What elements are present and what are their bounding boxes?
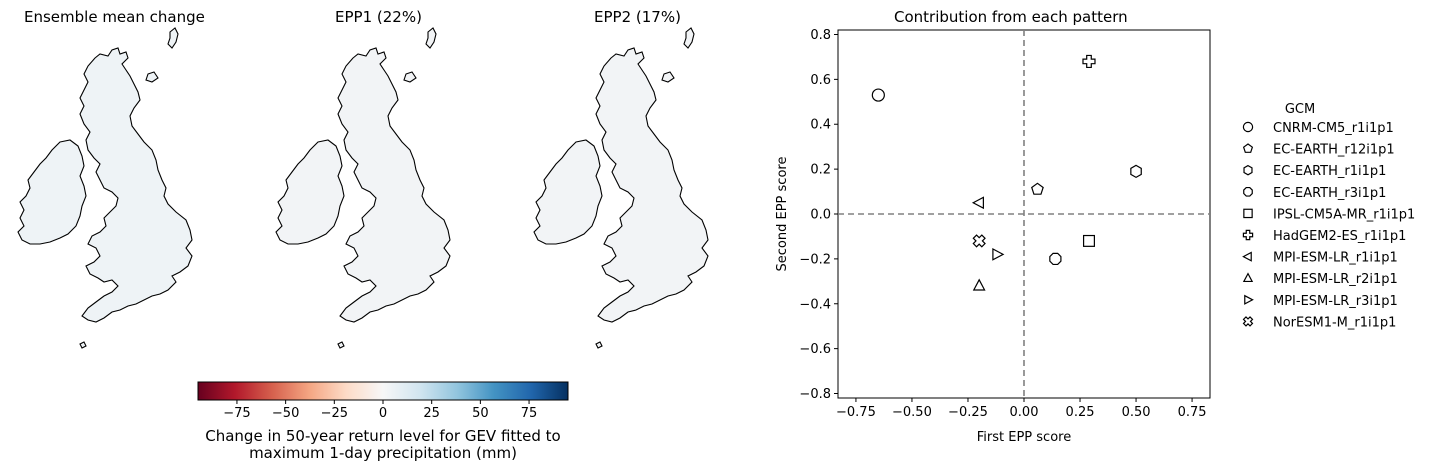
legend-marker-ec-earth-r1i1p1 <box>1243 164 1253 176</box>
y-tick-label: 0.2 <box>810 163 831 178</box>
legend-marker-mpi-esm-lr-r1i1p1 <box>1242 251 1252 262</box>
y-tick-label: −0.6 <box>799 342 831 357</box>
map-title-epp1: EPP1 (22%) <box>335 8 422 26</box>
x-tick-label: −0.75 <box>836 405 876 420</box>
x-tick-label: 0.50 <box>1122 405 1151 420</box>
y-tick-label: 0.6 <box>810 73 831 88</box>
legend-label-noresm1-m-r1i1p1: NorESM1-M_r1i1p1 <box>1273 315 1396 330</box>
x-tick-label: 0.25 <box>1066 405 1095 420</box>
legend-marker-mpi-esm-lr-r3i1p1 <box>1244 294 1254 305</box>
legend-marker-ec-earth-r12i1p1 <box>1242 143 1254 153</box>
legend-label-mpi-esm-lr-r3i1p1: MPI-ESM-LR_r3i1p1 <box>1273 294 1398 309</box>
x-axis-ticks: −0.75 −0.50 −0.25 0.00 0.25 0.50 0.75 <box>836 398 1207 420</box>
legend-label-cnrm-cm5-r1i1p1: CNRM-CM5_r1i1p1 <box>1273 121 1394 136</box>
x-axis-label: First EPP score <box>977 430 1071 445</box>
colorbar-tick-label: 75 <box>521 406 538 421</box>
legend-label-ec-earth-r3i1p1: EC-EARTH_r3i1p1 <box>1273 186 1386 201</box>
map-title-ensemble-mean: Ensemble mean change <box>24 8 205 26</box>
point-noresm1-m-r1i1p1 <box>972 234 986 248</box>
legend-marker-ec-earth-r3i1p1 <box>1243 186 1253 197</box>
legend-label-hadgem2-es-r1i1p1: HadGEM2-ES_r1i1p1 <box>1273 229 1406 244</box>
colorbar-tick-label: −75 <box>223 406 250 421</box>
colorbar-tick-label: 0 <box>379 406 387 421</box>
x-tick-label: −0.25 <box>948 405 988 420</box>
colorbar-tick-label: 50 <box>472 406 489 421</box>
y-axis-label: Second EPP score <box>775 157 790 272</box>
y-tick-label: −0.8 <box>799 387 831 402</box>
map-title-epp2: EPP2 (17%) <box>594 8 681 26</box>
y-tick-label: −0.4 <box>799 297 831 312</box>
y-tick-label: 0.8 <box>810 28 831 43</box>
legend-label-ec-earth-r12i1p1: EC-EARTH_r12i1p1 <box>1273 143 1395 158</box>
scatter-title: Contribution from each pattern <box>894 8 1128 26</box>
uk-maps <box>17 27 709 349</box>
y-axis-ticks: 0.8 0.6 0.4 0.2 0.0 −0.2 −0.4 −0.6 −0.8 <box>799 28 838 402</box>
colorbar-label-line1: Change in 50-year return level for GEV f… <box>205 427 561 445</box>
point-ec-earth-r1i1p1 <box>1130 164 1142 179</box>
y-tick-label: 0.0 <box>810 208 831 223</box>
colorbar: −75 −50 −25 0 25 50 75 <box>197 381 569 421</box>
legend-label-ipsl-cm5a-mr-r1i1p1: IPSL-CM5A-MR_r1i1p1 <box>1273 207 1415 222</box>
legend-label-mpi-esm-lr-r2i1p1: MPI-ESM-LR_r2i1p1 <box>1273 272 1398 287</box>
point-cnrm-cm5-r1i1p1 <box>871 88 885 102</box>
legend-marker-noresm1-m-r1i1p1 <box>1242 316 1254 327</box>
legend-marker-mpi-esm-lr-r2i1p1 <box>1242 272 1254 283</box>
legend-marker-ipsl-cm5a-mr-r1i1p1 <box>1243 208 1253 219</box>
point-mpi-esm-lr-r1i1p1 <box>971 196 984 210</box>
point-ec-earth-r12i1p1 <box>1031 182 1044 195</box>
colorbar-label-line2: maximum 1-day precipitation (mm) <box>249 444 517 462</box>
colorbar-tick-label: 25 <box>423 406 440 421</box>
legend-marker-cnrm-cm5-r1i1p1 <box>1242 121 1254 133</box>
colorbar-tick-label: −50 <box>272 406 299 421</box>
y-tick-label: 0.4 <box>810 118 831 133</box>
point-hadgem2-es-r1i1p1 <box>1082 54 1096 69</box>
x-tick-label: 0.75 <box>1178 405 1207 420</box>
point-mpi-esm-lr-r3i1p1 <box>992 247 1005 261</box>
point-mpi-esm-lr-r2i1p1 <box>972 278 986 291</box>
legend-title: GCM <box>1285 102 1315 117</box>
colorbar-label: Change in 50-year return level for GEV f… <box>150 428 616 462</box>
legend-label-mpi-esm-lr-r1i1p1: MPI-ESM-LR_r1i1p1 <box>1273 251 1398 266</box>
reference-lines <box>838 30 1210 398</box>
point-ec-earth-r3i1p1 <box>1049 252 1062 266</box>
x-tick-label: −0.50 <box>892 405 932 420</box>
point-ipsl-cm5a-mr-r1i1p1 <box>1082 234 1095 247</box>
legend: GCM CNRM-CM5_r1i1p1 EC-EARTH_r12i1p1 EC-EA… <box>1242 102 1415 330</box>
legend-label-ec-earth-r1i1p1: EC-EARTH_r1i1p1 <box>1273 164 1386 179</box>
scatter-points <box>871 54 1142 291</box>
y-tick-label: −0.2 <box>799 252 831 267</box>
colorbar-tick-label: −25 <box>321 406 348 421</box>
legend-marker-hadgem2-es-r1i1p1 <box>1242 229 1254 241</box>
x-tick-label: 0.00 <box>1010 405 1039 420</box>
colorbar-ticks: −75 −50 −25 0 25 50 75 <box>223 400 537 421</box>
